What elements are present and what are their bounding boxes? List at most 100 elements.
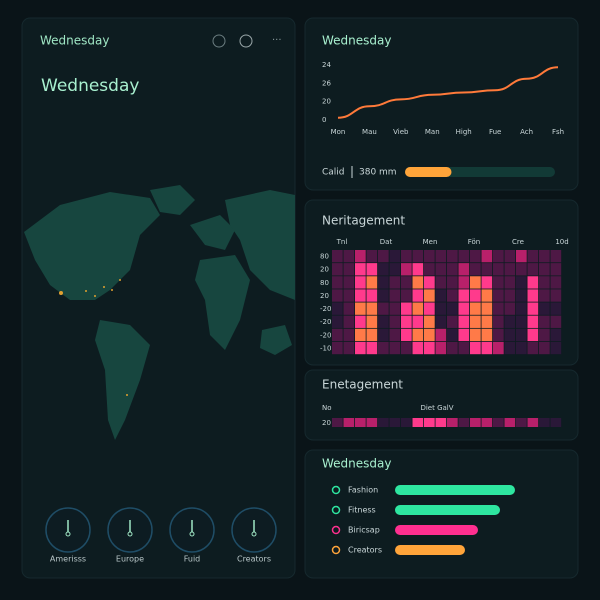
region-icon-dot <box>65 531 71 537</box>
heat-cell <box>550 341 562 355</box>
heat-cell <box>458 328 470 342</box>
strip-cell <box>366 418 378 427</box>
heat-cell <box>401 289 412 302</box>
panel-title: Enetagement <box>322 378 403 392</box>
strip-row-label: 20 <box>322 419 331 427</box>
row-label: -20 <box>320 318 331 326</box>
x-tick-label: Vieb <box>393 128 409 136</box>
header: Wednesday <box>40 34 109 48</box>
heat-cell <box>447 315 458 328</box>
check-icon[interactable] <box>212 34 226 48</box>
item-bar <box>395 525 478 535</box>
heat-cell <box>366 315 378 328</box>
heat-cell <box>435 328 447 342</box>
heat-cell <box>458 289 470 302</box>
face-icon[interactable] <box>239 34 253 48</box>
heat-cell <box>481 250 493 263</box>
heat-cell <box>481 302 493 315</box>
heat-cell <box>389 328 401 342</box>
column-label: Cre <box>512 238 524 246</box>
heat-cell <box>332 328 343 342</box>
heat-cell <box>355 263 366 276</box>
heat-cell <box>481 263 493 276</box>
column-label: Dat <box>380 238 393 246</box>
heat-cell <box>504 341 516 355</box>
heat-cell <box>401 263 412 276</box>
heat-cell <box>401 341 412 355</box>
heat-cell <box>355 341 366 355</box>
row-label: -20 <box>320 305 331 313</box>
item-icon <box>331 505 341 515</box>
heat-cell <box>493 341 504 355</box>
region-label: Europe <box>116 555 144 564</box>
heat-cell <box>412 315 424 328</box>
item-bar <box>395 485 515 495</box>
map-dots <box>59 279 128 396</box>
item-bar <box>395 505 500 515</box>
heat-cell <box>539 341 550 355</box>
heat-cell <box>343 302 355 315</box>
heat-cell <box>516 276 527 289</box>
heat-cell <box>527 328 539 342</box>
heat-cell <box>504 302 516 315</box>
heat-cell <box>481 315 493 328</box>
heat-cell <box>504 328 516 342</box>
heat-cell <box>527 263 539 276</box>
heat-cell <box>550 328 562 342</box>
heat-cell <box>389 250 401 263</box>
heat-cell <box>424 250 435 263</box>
heat-cell <box>332 289 343 302</box>
heat-cell <box>389 276 401 289</box>
heat-cell <box>493 276 504 289</box>
heat-cell <box>366 250 378 263</box>
heat-cell <box>550 263 562 276</box>
strip-cell <box>355 418 366 427</box>
strip-cell <box>435 418 447 427</box>
heat-cell <box>504 250 516 263</box>
heat-cell <box>332 315 343 328</box>
heat-cell <box>470 250 481 263</box>
item-label: Fashion <box>348 486 378 495</box>
y-axis-label: 20 <box>322 98 331 106</box>
panel-title: Wednesday <box>322 457 391 471</box>
heat-cell <box>447 276 458 289</box>
heat-cell <box>435 263 447 276</box>
heat-cell <box>539 250 550 263</box>
heat-cell <box>401 302 412 315</box>
heat-cell <box>378 315 389 328</box>
heat-cell <box>435 289 447 302</box>
x-tick-label: Man <box>425 128 440 136</box>
heat-cell <box>401 276 412 289</box>
heat-cell <box>412 302 424 315</box>
column-label: Fön <box>468 238 481 246</box>
row-label: 20 <box>320 266 329 274</box>
strip-cell <box>481 418 493 427</box>
heat-cell <box>550 289 562 302</box>
region-label: Creators <box>237 555 271 564</box>
heat-cell <box>493 328 504 342</box>
heat-cell <box>481 276 493 289</box>
heat-cell <box>332 263 343 276</box>
heat-cell <box>493 289 504 302</box>
heat-cell <box>458 302 470 315</box>
region-icon-dot <box>189 531 195 537</box>
heat-cell <box>470 328 481 342</box>
heat-cell <box>504 315 516 328</box>
strip-cell <box>516 418 527 427</box>
strip-cell <box>493 418 504 427</box>
y-axis-label: 24 <box>322 61 331 69</box>
heat-cell <box>389 289 401 302</box>
heat-cell <box>355 276 366 289</box>
item-icon <box>331 485 341 495</box>
row-label: -10 <box>320 344 331 352</box>
heat-cell <box>424 276 435 289</box>
heat-cell <box>378 302 389 315</box>
heat-cell <box>424 263 435 276</box>
heat-cell <box>366 341 378 355</box>
progress-fill <box>405 167 452 177</box>
heat-cell <box>412 289 424 302</box>
heat-cell <box>332 341 343 355</box>
row-label: -20 <box>320 331 331 339</box>
heat-cell <box>470 302 481 315</box>
menu-icon[interactable]: ··· <box>272 35 282 46</box>
